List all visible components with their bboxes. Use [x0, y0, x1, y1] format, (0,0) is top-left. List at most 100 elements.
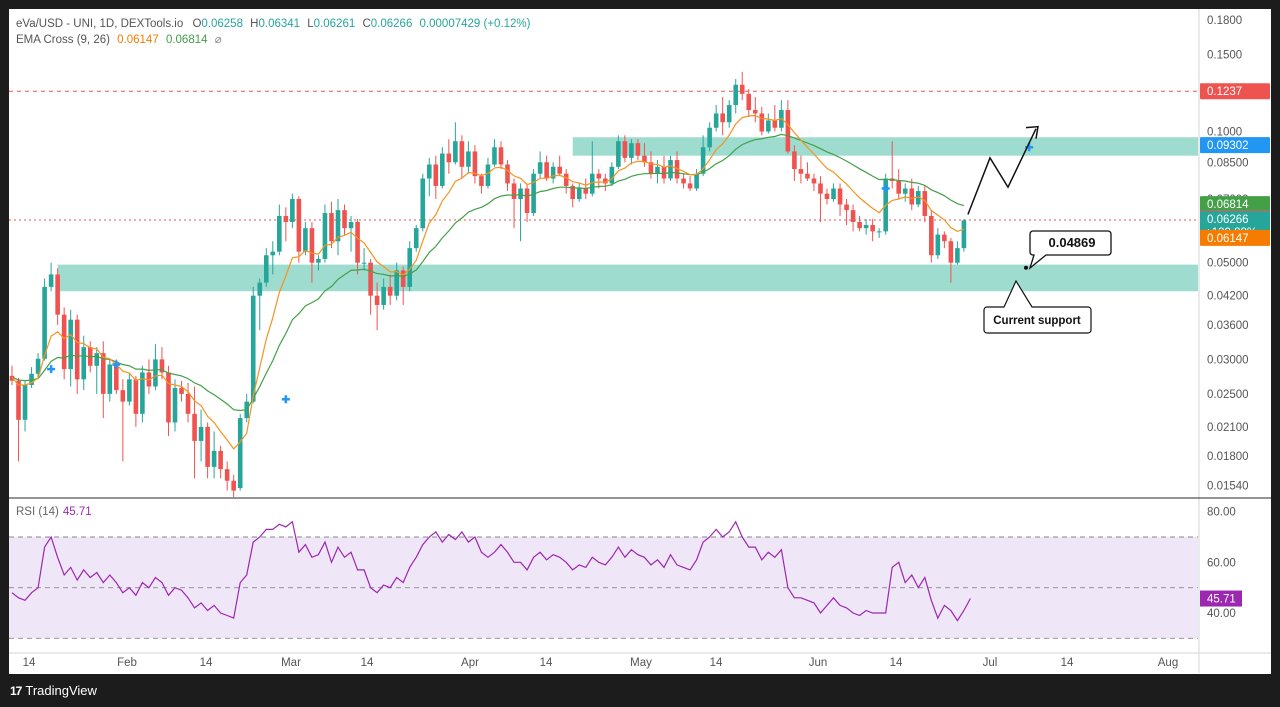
price-axis-tick: 0.08500: [1207, 157, 1249, 169]
candle-body: [915, 191, 921, 205]
candle: [55, 268, 60, 325]
ema-cross-marker: [881, 184, 890, 193]
price-tag-label: 0.09302: [1207, 140, 1249, 152]
chart-legend: eVa/USD - UNI, 1D, DEXTools.io O0.06258 …: [16, 16, 530, 48]
time-axis-tick: 14: [1061, 657, 1074, 669]
chart-canvas[interactable]: 0.04869 Current support 0.1800 0.1500 0.1000…: [9, 9, 1271, 674]
candle: [335, 199, 341, 256]
candle-body: [407, 248, 413, 287]
candle-body: [505, 164, 510, 184]
candle-body: [257, 282, 263, 296]
candle: [870, 218, 875, 242]
candle: [844, 199, 849, 226]
footer-brand[interactable]: 17 TradingView: [10, 683, 97, 698]
candle-body: [622, 141, 628, 158]
time-axis-tick: Jul: [983, 657, 998, 669]
candle: [544, 155, 549, 181]
candle-body: [739, 84, 745, 94]
candle: [329, 201, 334, 249]
candle-body: [218, 450, 223, 470]
candle-body: [224, 469, 230, 481]
candle: [596, 169, 602, 189]
zone-upper: [572, 137, 1198, 156]
candle: [368, 258, 373, 315]
candle: [752, 96, 758, 123]
ema-cross-marker: [281, 395, 290, 404]
candle-body: [335, 210, 341, 242]
candle-body: [413, 228, 419, 249]
support-callout: [983, 279, 1092, 334]
candle: [277, 204, 282, 256]
candle-body: [824, 193, 830, 200]
candle: [576, 183, 582, 202]
candle: [798, 155, 804, 184]
candle-body: [342, 210, 347, 229]
price-axis-tick: 0.02500: [1207, 389, 1249, 401]
candle: [81, 335, 87, 391]
candle: [707, 122, 712, 152]
candle-body: [185, 393, 191, 414]
candle-body: [929, 215, 934, 256]
candle: [818, 176, 823, 222]
price-tag: 0.1237: [1200, 83, 1270, 100]
candle-body: [818, 183, 823, 194]
candle-body: [205, 426, 210, 467]
candle-body: [922, 191, 928, 216]
candle-body: [726, 105, 732, 123]
candle-body: [316, 258, 321, 263]
candle-body: [537, 162, 543, 174]
candle: [231, 474, 236, 497]
candle-body: [16, 380, 21, 420]
candle-body: [603, 178, 608, 184]
candle: [146, 359, 152, 394]
candle: [140, 365, 145, 423]
candle-body: [863, 225, 869, 229]
low-value: 0.06261: [313, 18, 356, 30]
candle-body: [296, 199, 302, 252]
candle-body: [283, 215, 289, 222]
candle-body: [707, 127, 712, 148]
candle-body: [687, 183, 693, 189]
price-plot: [9, 71, 1198, 497]
price-axis-tick: 0.02100: [1207, 422, 1249, 434]
candle-body: [309, 228, 315, 263]
candle: [185, 382, 191, 423]
candle: [29, 367, 34, 388]
hide-indicator-icon[interactable]: ⌀: [214, 34, 222, 46]
candle-body: [746, 93, 752, 111]
candle-body: [850, 210, 856, 222]
candle: [837, 183, 843, 216]
candle-body: [583, 188, 589, 194]
candle: [440, 147, 445, 189]
rsi-value-tag-bg: [1200, 590, 1242, 607]
candle-body: [961, 220, 967, 249]
support-callout-label: Current support: [993, 315, 1081, 327]
candle: [257, 278, 263, 331]
candle: [531, 169, 536, 216]
projection-arrow: [967, 128, 1037, 215]
candle-body: [166, 372, 171, 423]
candle: [61, 307, 67, 380]
candle-body: [596, 173, 602, 179]
candle-body: [114, 364, 119, 391]
candle-body: [609, 166, 615, 184]
candle-body: [140, 372, 145, 414]
candle-body: [811, 178, 817, 184]
price-tag-label: 0.06266: [1207, 214, 1249, 226]
candle: [309, 221, 315, 283]
candle: [107, 359, 113, 402]
candle: [733, 78, 739, 114]
candle: [511, 178, 517, 229]
time-axis-tick: 14: [200, 657, 213, 669]
candle: [296, 196, 302, 263]
candle-body: [576, 188, 582, 200]
candle: [570, 183, 576, 208]
candle: [909, 178, 915, 211]
candle: [270, 241, 276, 275]
ema-label: EMA Cross (9, 26): [16, 34, 110, 46]
candle: [739, 71, 745, 101]
candle-body: [420, 178, 426, 229]
candle-body: [713, 113, 719, 128]
candle-body: [785, 110, 791, 152]
candle: [74, 314, 80, 394]
